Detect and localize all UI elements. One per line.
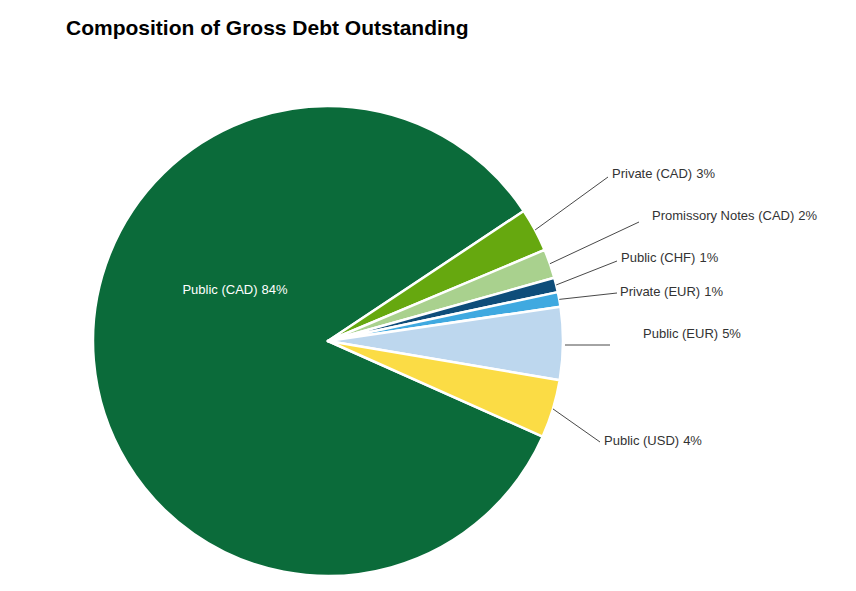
label-category: Public (CAD) bbox=[182, 282, 257, 297]
data-label: Private (EUR) 1% bbox=[620, 284, 723, 299]
leader-line bbox=[559, 293, 617, 299]
title: Composition of Gross Debt Outstanding bbox=[66, 16, 469, 39]
label-value: 1% bbox=[704, 284, 723, 299]
label-category: Private (CAD) bbox=[612, 166, 692, 181]
leader-line bbox=[565, 345, 610, 346]
chart: Composition of Gross Debt Outstanding Pub… bbox=[0, 0, 856, 591]
data-label: Promissory Notes (CAD) 2% bbox=[652, 208, 818, 223]
data-labels: Public (CAD) 84% Private (CAD) 3% Promissory… bbox=[182, 166, 817, 448]
leader-line bbox=[556, 261, 617, 285]
label-category: Private (EUR) bbox=[620, 284, 700, 299]
data-label: Public (CAD) 84% bbox=[182, 282, 288, 297]
data-label: Public (USD) 4% bbox=[604, 433, 702, 448]
label-category: Public (CHF) bbox=[621, 250, 695, 265]
label-value: 5% bbox=[722, 326, 741, 341]
leader-line bbox=[553, 409, 600, 442]
background bbox=[0, 0, 856, 591]
label-category: Promissory Notes (CAD) bbox=[652, 208, 794, 223]
data-label: Private (CAD) 3% bbox=[612, 166, 715, 181]
data-label: Public (CHF) 1% bbox=[621, 250, 719, 265]
label-value: 3% bbox=[696, 166, 715, 181]
slices bbox=[93, 106, 563, 576]
label-value: 1% bbox=[699, 250, 718, 265]
pie-slice bbox=[328, 341, 560, 437]
label-category: Public (EUR) bbox=[643, 326, 718, 341]
label-value: 2% bbox=[798, 208, 817, 223]
data-label: Public (EUR) 5% bbox=[643, 326, 741, 341]
label-value: 84% bbox=[262, 282, 288, 297]
label-category: Public (USD) bbox=[604, 433, 679, 448]
label-value: 4% bbox=[683, 433, 702, 448]
leader-line bbox=[535, 177, 608, 230]
